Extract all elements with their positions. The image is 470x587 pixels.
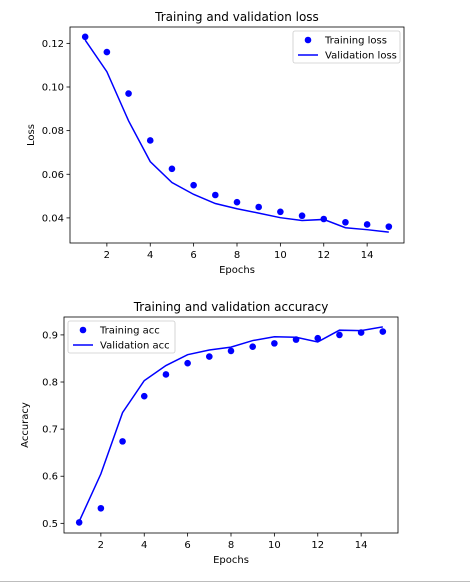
y-tick-label: 0.5	[42, 519, 58, 530]
y-tick-label: 0.12	[42, 39, 64, 50]
y-tick-label: 0.6	[42, 472, 58, 483]
data-point	[75, 519, 83, 526]
legend: Training loss Validation loss	[292, 30, 401, 64]
x-axis-label: Epochs	[213, 555, 249, 566]
data-point	[212, 191, 219, 199]
x-tick-label: 4	[141, 540, 147, 551]
series-line	[84, 39, 389, 233]
data-point	[184, 359, 191, 367]
data-point	[103, 48, 111, 56]
data-point	[255, 203, 262, 211]
legend-label: Training loss	[324, 36, 387, 47]
data-point	[146, 137, 154, 144]
plot-frame	[69, 26, 405, 244]
data-point	[379, 328, 387, 335]
x-tick-label: 6	[190, 250, 196, 261]
legend-dot-swatch	[304, 36, 312, 44]
y-tick-label: 0.10	[42, 83, 64, 94]
y-tick-label: 0.7	[42, 425, 58, 436]
data-point	[81, 33, 89, 41]
data-point	[249, 343, 256, 350]
data-point	[168, 165, 176, 173]
x-tick-label: 10	[268, 540, 281, 551]
chart-1: Training and validation loss 2 4 6 8 10 12 14 0.…	[26, 10, 405, 276]
data-point	[298, 212, 306, 220]
x-axis-label: Epochs	[219, 265, 255, 276]
chart-title: Training and validation accuracy	[133, 300, 329, 314]
x-tick-label: 2	[104, 250, 110, 261]
chart-2: Training and validation accuracy 2 4 6 8 10 12…	[20, 300, 399, 566]
x-tick-label: 2	[98, 540, 104, 551]
series-validation-loss	[84, 39, 389, 233]
data-point	[190, 181, 197, 189]
y-axis-label: Accuracy	[20, 402, 31, 448]
y-axis-label: Loss	[26, 124, 37, 146]
series-training-acc	[75, 328, 387, 526]
data-point	[206, 353, 213, 360]
data-point	[227, 347, 235, 355]
data-point	[336, 331, 343, 339]
data-point	[363, 221, 371, 228]
y-tick-label: 0.06	[42, 170, 64, 181]
data-point	[233, 198, 241, 206]
y-tick-label: 0.08	[42, 126, 64, 137]
x-tick-label: 12	[311, 540, 324, 551]
legend-box	[67, 320, 176, 354]
data-point	[385, 223, 393, 230]
legend-dot-swatch	[79, 326, 87, 334]
series-line	[78, 326, 383, 522]
x-tick-label: 8	[234, 250, 240, 261]
x-tick-label: 14	[355, 540, 368, 551]
data-point	[140, 392, 148, 400]
data-point	[277, 208, 284, 216]
data-point	[119, 438, 126, 445]
legend-label: Validation acc	[100, 341, 170, 352]
y-tick-label: 0.04	[42, 213, 64, 224]
series-validation-acc	[78, 326, 383, 522]
bottom-divider	[0, 581, 470, 582]
x-tick-label: 12	[317, 250, 330, 261]
chart-title: Training and validation loss	[154, 10, 319, 24]
data-point	[271, 340, 278, 347]
data-point	[97, 504, 105, 512]
data-point	[125, 90, 132, 97]
legend-label: Training acc	[99, 326, 160, 337]
data-point	[314, 334, 322, 342]
x-tick-label: 14	[361, 250, 374, 261]
legend-label: Validation loss	[325, 51, 397, 62]
x-tick-label: 4	[147, 250, 153, 261]
y-tick-label: 0.9	[42, 330, 58, 341]
data-point	[162, 371, 170, 378]
legend: Training acc Validation acc	[67, 320, 176, 354]
x-tick-label: 6	[184, 540, 190, 551]
legend-box	[292, 30, 401, 64]
data-point	[342, 218, 349, 226]
y-tick-label: 0.8	[42, 378, 58, 389]
x-tick-label: 8	[228, 540, 234, 551]
plot-frame	[63, 316, 399, 534]
x-tick-label: 10	[274, 250, 287, 261]
